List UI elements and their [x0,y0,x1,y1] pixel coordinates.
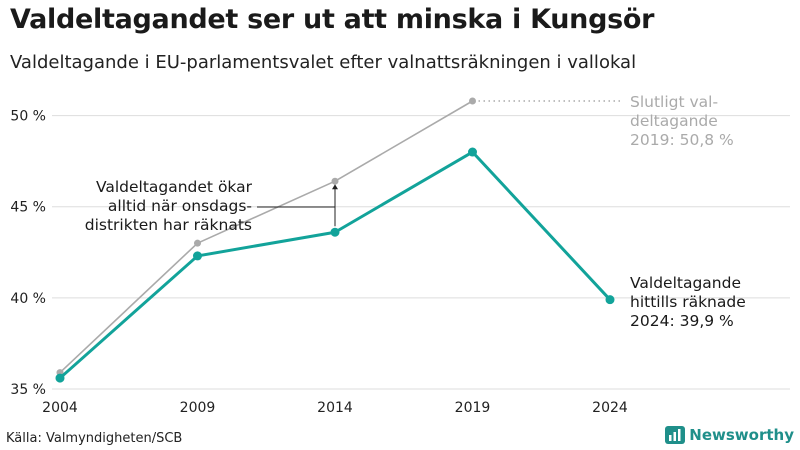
gridlines [52,115,790,390]
preliminary-turnout-point [193,251,202,261]
brand-logo: Newsworthy [665,426,794,444]
x-axis-tick-labels: 2004 2009 2014 2019 2024 [42,400,628,416]
preliminary-turnout-label: 2024: 39,9 % [630,312,734,330]
y-tick-label: 40 % [10,291,46,307]
preliminary-turnout-point [605,295,615,305]
preliminary-turnout-label: Valdeltagande [630,274,741,292]
gap-arrowhead [332,184,338,190]
y-tick-label: 50 % [10,109,46,125]
line-chart: 35 % 40 % 45 % 50 % 2004 2009 2014 2019 2024 Sl… [10,93,790,416]
preliminary-turnout-point [55,373,65,383]
final-turnout-point [469,97,476,105]
y-axis-tick-labels: 35 % 40 % 45 % 50 % [10,109,46,398]
preliminary-turnout-point [468,147,477,157]
newsworthy-logo-icon [665,426,686,444]
preliminary-turnout-label: hittills räknade [630,293,746,311]
series-layer [55,97,615,383]
x-tick-label: 2004 [42,400,78,416]
final-turnout-line [59,100,473,374]
chart-subtitle: Valdeltagande i EU-parlamentsvalet efter… [10,52,637,73]
y-tick-label: 35 % [10,382,46,398]
final-turnout-label: Slutligt val- [630,93,718,111]
final-turnout-label: deltagande [630,112,718,130]
final-turnout-point [331,177,339,185]
chart-title: Valdeltagandet ser ut att minska i Kungs… [10,4,655,35]
final-turnout-label: 2019: 50,8 % [630,131,734,149]
source-note: Källa: Valmyndigheten/SCB [6,431,183,446]
preliminary-turnout-point [330,227,340,237]
gap-annotation: alltid när onsdags- [108,197,252,215]
gap-annotation: Valdeltagandet ökar [96,178,253,196]
x-tick-label: 2009 [180,400,216,416]
x-tick-label: 2014 [317,400,353,416]
brand-name: Newsworthy [689,426,794,444]
x-tick-label: 2019 [455,400,491,416]
final-turnout-point [194,239,201,247]
x-tick-label: 2024 [592,400,628,416]
gap-annotation: distrikten har räknats [85,216,252,234]
y-tick-label: 45 % [10,200,46,216]
